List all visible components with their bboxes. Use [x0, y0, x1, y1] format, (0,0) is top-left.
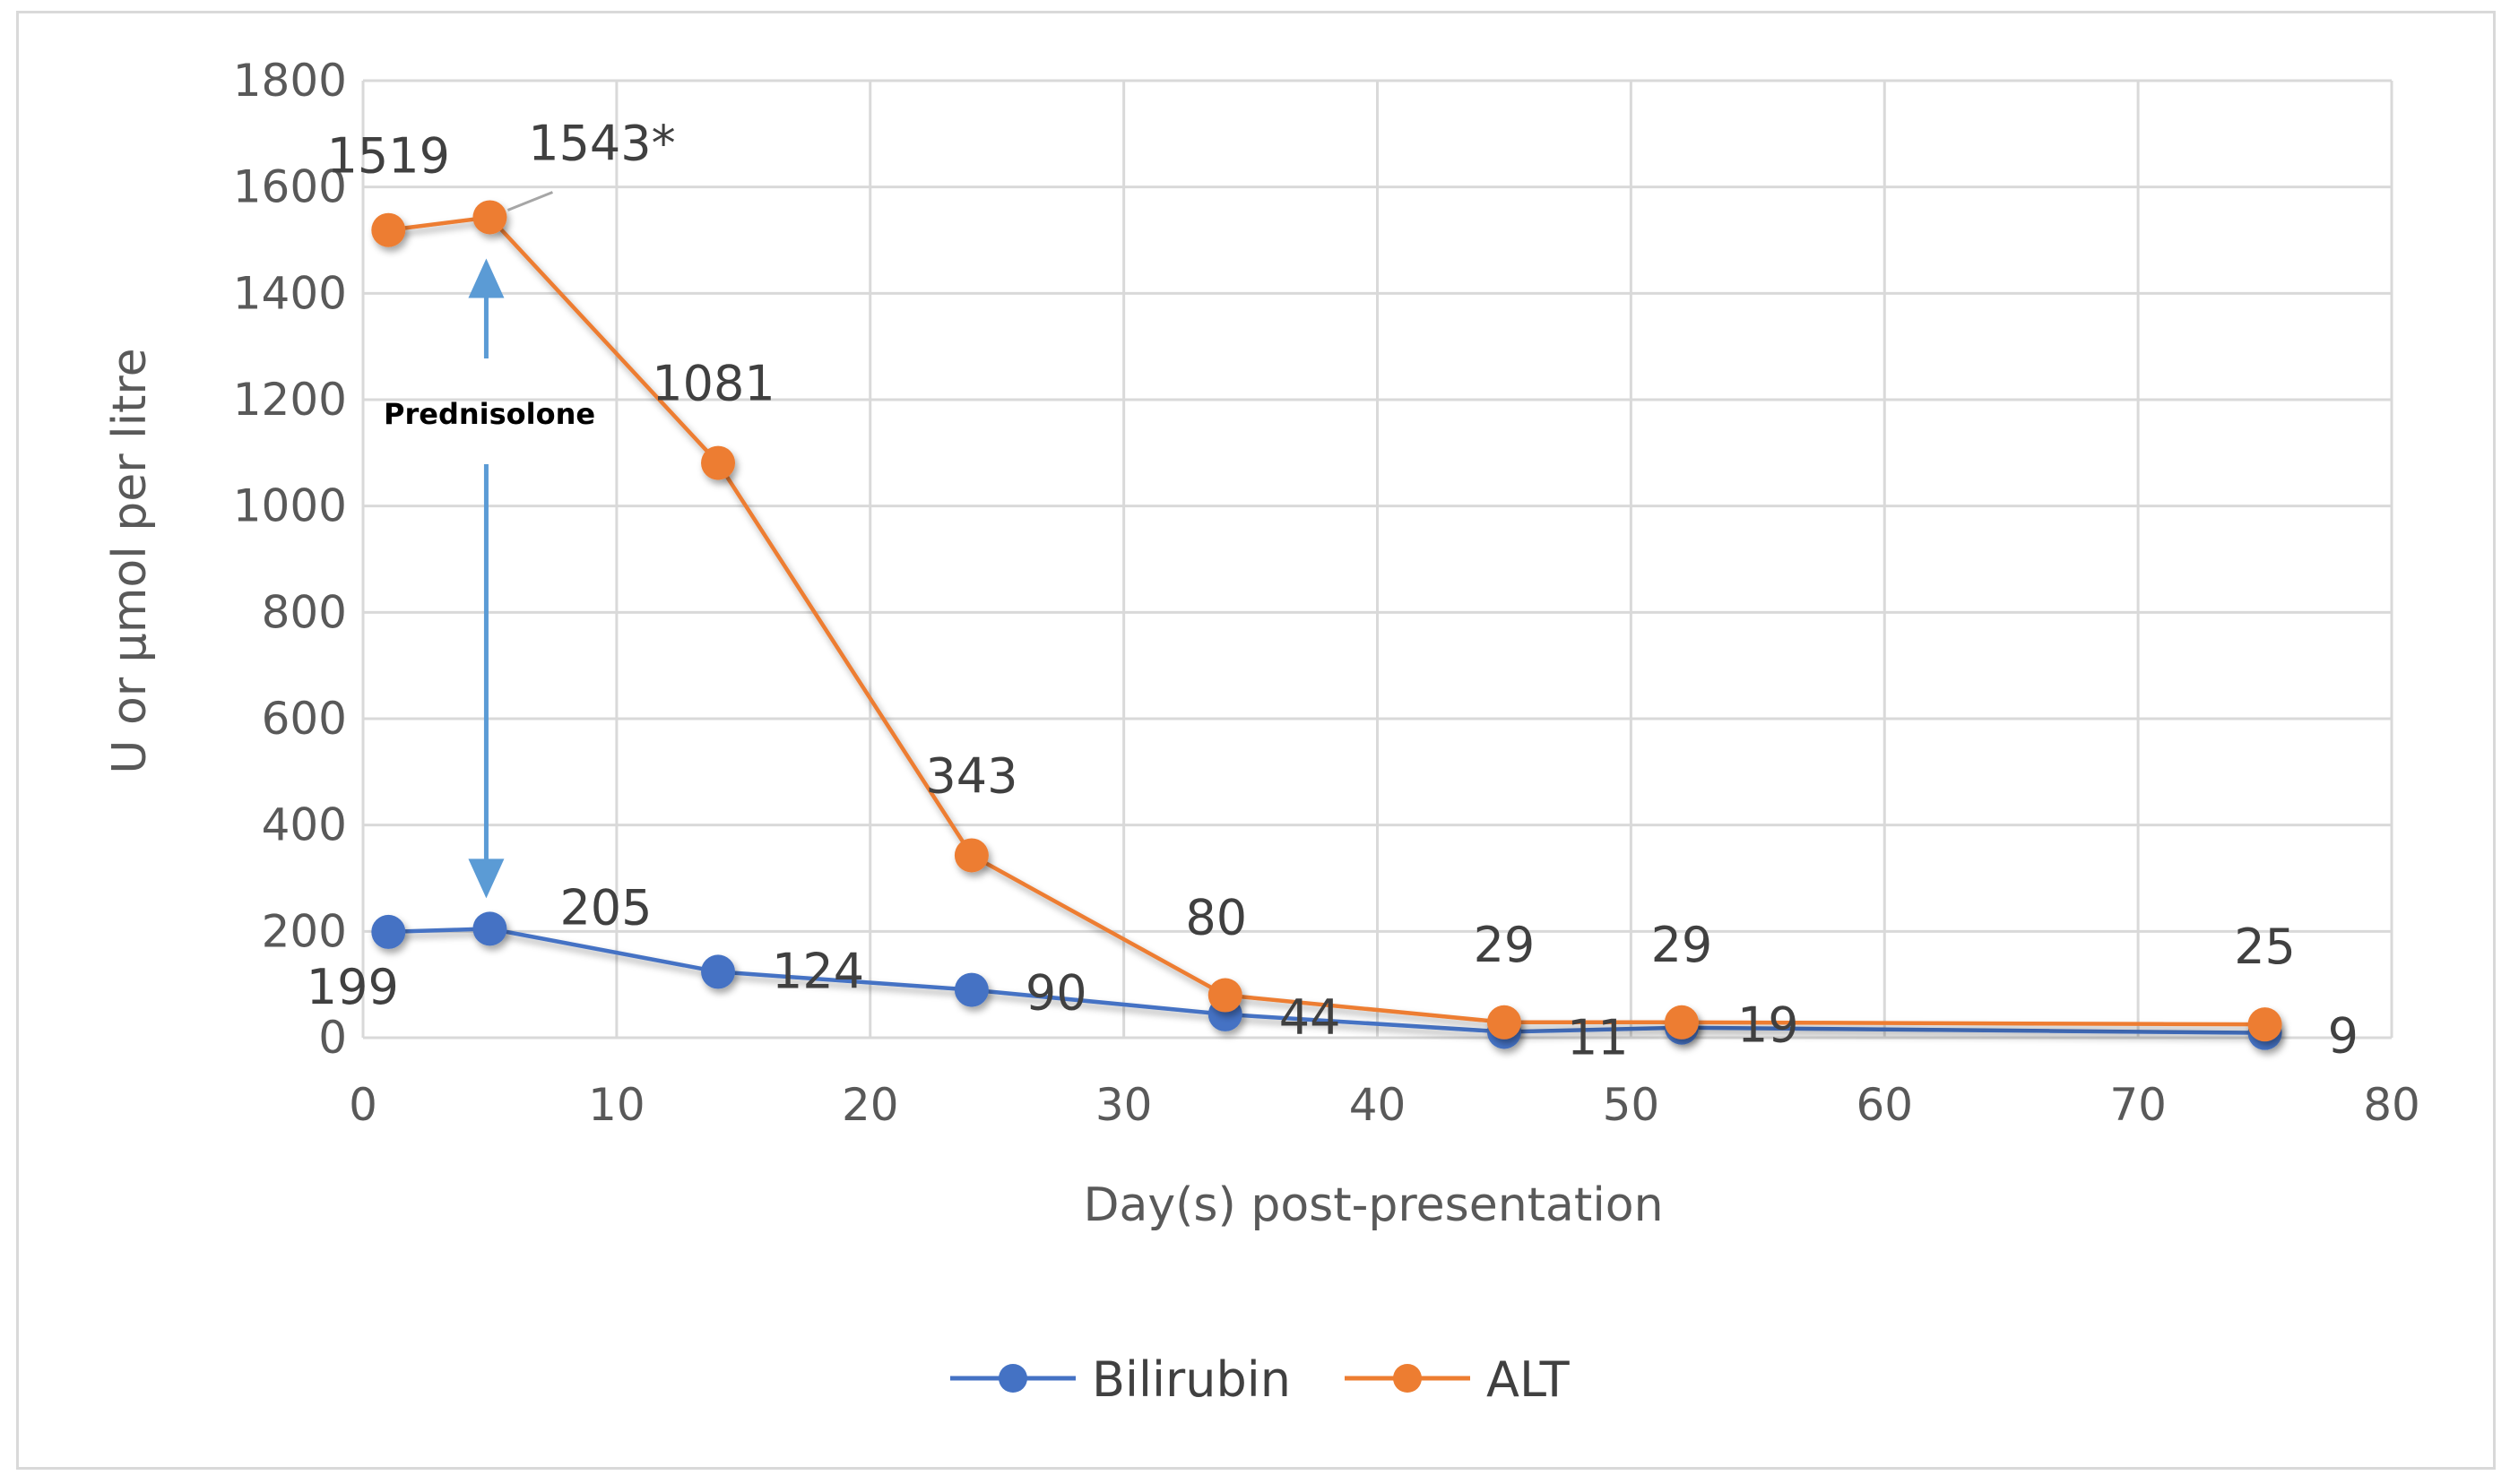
alt-line: [388, 215, 2265, 1027]
bilirubin-data-label: 11: [1567, 1009, 1629, 1066]
y-tick-label: 600: [262, 693, 347, 745]
y-tick-label: 200: [262, 905, 347, 957]
bilirubin-point: [701, 954, 736, 989]
alt-point: [371, 212, 406, 247]
y-tick-label: 1800: [233, 55, 347, 107]
bilirubin-data-label: 44: [1279, 989, 1341, 1046]
y-tick-label: 400: [262, 799, 347, 851]
y-tick-label: 1200: [233, 374, 347, 426]
grid: [361, 79, 2393, 1040]
y-axis-title: U or µmol per litre: [103, 348, 157, 773]
annotation-arrowhead-down: [468, 858, 505, 899]
alt-label-leader-line: [506, 191, 553, 211]
alt-data-label: 1081: [652, 356, 775, 412]
annotation-label: Prednisolone: [384, 397, 595, 431]
x-tick-label: 30: [1095, 1079, 1153, 1131]
y-tick-label: 0: [318, 1012, 347, 1064]
bilirubin-data-label: 124: [772, 943, 864, 999]
series-alt: [371, 200, 2282, 1042]
bilirubin-point: [954, 972, 989, 1007]
bilirubin-data-label: 19: [1737, 997, 1799, 1054]
bilirubin-data-label: 90: [1026, 965, 1087, 1022]
prednisolone-annotation: Prednisolone: [384, 258, 595, 899]
bilirubin-point: [371, 914, 406, 949]
alt-data-label: 1519: [327, 128, 450, 185]
x-tick-label: 0: [349, 1079, 377, 1131]
alt-point: [2247, 1007, 2282, 1042]
y-tick-label: 1600: [233, 161, 347, 213]
x-tick-label: 80: [2363, 1079, 2420, 1131]
series: [371, 200, 2282, 1050]
legend-item-bilirubin: Bilirubin: [950, 1351, 1291, 1408]
legend-swatch-marker: [1393, 1364, 1422, 1393]
bilirubin-data-label: 199: [307, 959, 399, 1015]
legend-item-alt: ALT: [1345, 1351, 1571, 1408]
bilirubin-point: [472, 911, 507, 946]
alt-data-label: 343: [925, 747, 1017, 804]
legend-label: ALT: [1486, 1351, 1571, 1408]
x-tick-label: 40: [1349, 1079, 1406, 1131]
x-tick-label: 60: [1856, 1079, 1913, 1131]
x-tick-label: 10: [588, 1079, 645, 1131]
y-tick-label: 1400: [233, 267, 347, 319]
x-axis-title: Day(s) post-presentation: [1083, 1178, 1663, 1232]
alt-data-label: 80: [1185, 890, 1247, 946]
alt-point: [701, 445, 736, 480]
alt-point: [1207, 978, 1242, 1013]
alt-point: [954, 838, 989, 873]
y-tick-label: 1000: [233, 480, 347, 532]
alt-point: [1664, 1005, 1699, 1040]
alt-data-label: 1543*: [528, 115, 675, 171]
chart-frame: [16, 11, 2496, 1470]
x-tick-label: 70: [2109, 1079, 2167, 1131]
legend: Bilirubin ALT: [950, 1351, 1571, 1408]
bilirubin-line: [388, 927, 2265, 1035]
bilirubin-data-label: 205: [559, 879, 652, 936]
alt-data-label: 25: [2234, 919, 2296, 975]
y-tick-label: 800: [262, 586, 347, 638]
alt-point: [1486, 1005, 1521, 1040]
x-tick-label: 20: [842, 1079, 899, 1131]
axis-ticks: 0 200 400 600 800 1000 1200 1400 1600 1800 0 10 20 30…: [233, 55, 2420, 1131]
alt-data-label: 29: [1651, 917, 1713, 973]
annotation-arrowhead-up: [468, 258, 505, 298]
legend-label: Bilirubin: [1092, 1351, 1291, 1408]
alt-point: [472, 200, 507, 235]
x-tick-label: 50: [1603, 1079, 1660, 1131]
bilirubin-data-label: 9: [2328, 1008, 2359, 1065]
alt-data-label: 29: [1474, 917, 1536, 973]
legend-swatch-marker: [999, 1364, 1027, 1393]
